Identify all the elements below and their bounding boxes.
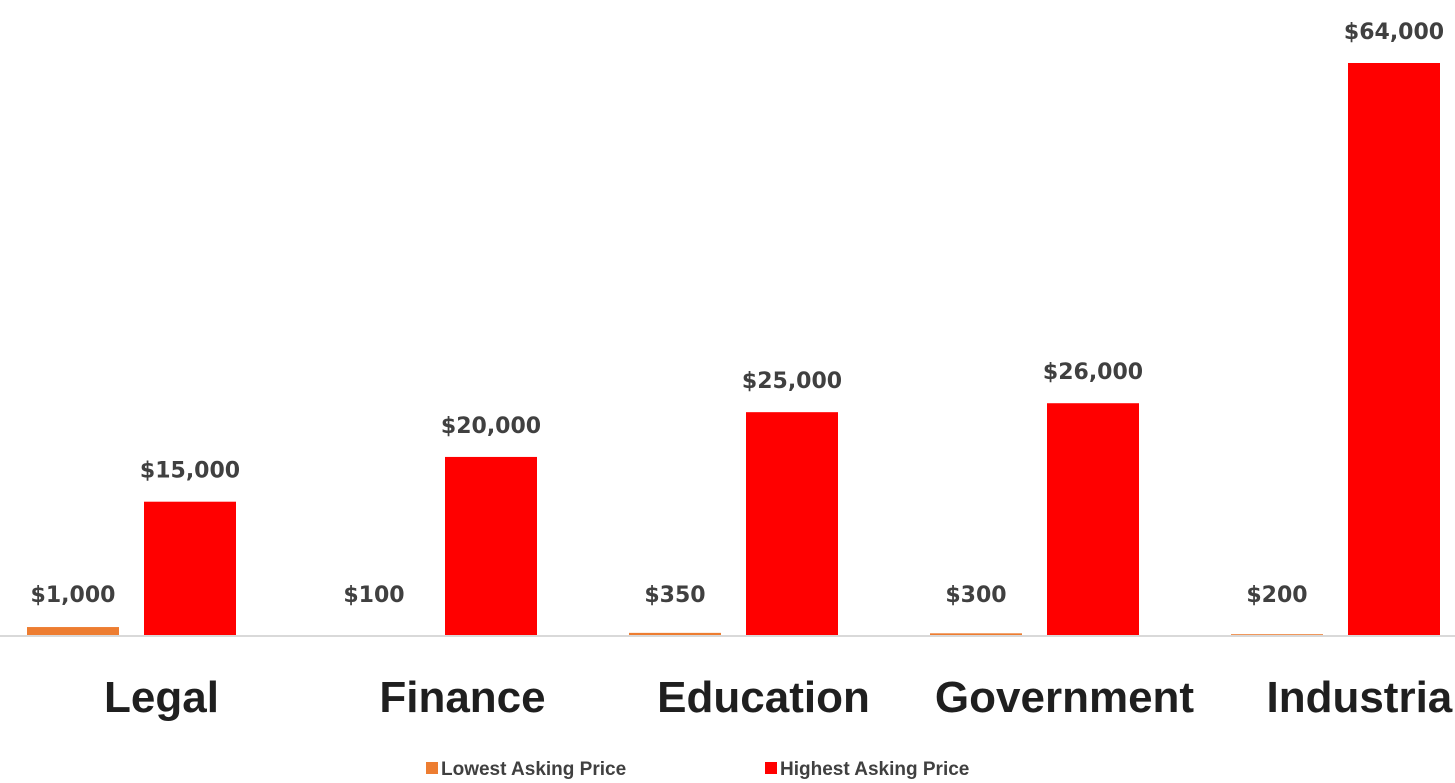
data-label-highest-asking-price-legal: $15,000 [140, 459, 240, 484]
category-label-legal: Legal [104, 673, 219, 722]
data-label-lowest-asking-price-finance: $100 [343, 583, 404, 608]
category-label-finance: Finance [379, 673, 545, 722]
bar-highest-asking-price-legal [144, 501, 236, 636]
bar-lowest-asking-price-education [629, 632, 721, 636]
category-label-industrial: Industrial [1266, 673, 1455, 722]
data-label-highest-asking-price-government: $26,000 [1043, 360, 1143, 385]
data-label-lowest-asking-price-industrial: $200 [1246, 583, 1307, 608]
data-label-lowest-asking-price-legal: $1,000 [31, 583, 116, 608]
legend-item-highest-asking-price: Highest Asking Price [765, 759, 969, 780]
data-label-highest-asking-price-finance: $20,000 [441, 414, 541, 439]
data-label-highest-asking-price-education: $25,000 [742, 369, 842, 394]
legend-item-lowest-asking-price: Lowest Asking Price [426, 759, 626, 780]
bars-layer [27, 63, 1440, 636]
bar-highest-asking-price-finance [445, 456, 537, 636]
category-labels-layer: Legal Finance Education Government Industria… [104, 673, 1455, 722]
legend-label-highest-asking-price: Highest Asking Price [780, 759, 969, 780]
bar-highest-asking-price-government [1047, 403, 1139, 636]
legend-swatch-lowest-asking-price [426, 762, 438, 774]
legend-label-lowest-asking-price: Lowest Asking Price [441, 759, 626, 780]
bar-lowest-asking-price-government [930, 633, 1022, 636]
bar-highest-asking-price-industrial [1348, 63, 1440, 636]
legend-swatch-highest-asking-price [765, 762, 777, 774]
bar-lowest-asking-price-legal [27, 627, 119, 636]
data-labels-layer: $1,000 $15,000 $100 $20,000 $350 $25,000 $300 $… [31, 20, 1445, 608]
category-label-education: Education [657, 673, 870, 722]
data-label-highest-asking-price-industrial: $64,000 [1344, 20, 1444, 45]
data-label-lowest-asking-price-education: $350 [644, 583, 705, 608]
bar-highest-asking-price-education [746, 412, 838, 636]
legend: Lowest Asking Price Highest Asking Price [426, 759, 969, 780]
category-label-government: Government [935, 673, 1195, 722]
data-label-lowest-asking-price-government: $300 [945, 583, 1006, 608]
